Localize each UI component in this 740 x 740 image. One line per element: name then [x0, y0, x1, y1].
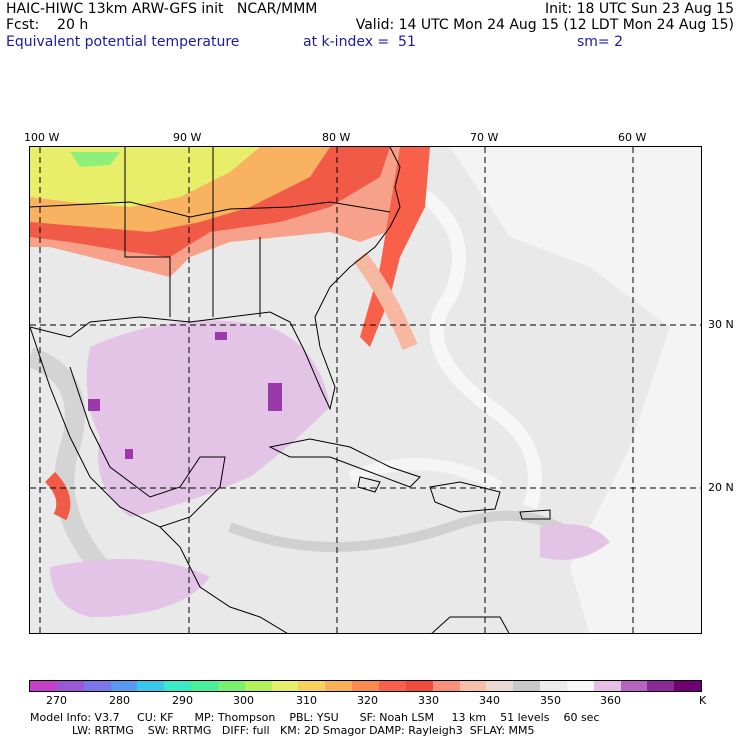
field-mexico-red	[44, 472, 71, 521]
hispaniola-outline	[429, 481, 501, 513]
colorbar-swatch-3	[110, 681, 138, 691]
lat-label-20n: 20 N	[708, 481, 734, 494]
level-index: at k-index = 51	[303, 34, 416, 50]
us-coastline	[30, 147, 401, 411]
theta-e-map	[29, 146, 702, 634]
colorbar-swatch-8	[244, 681, 272, 691]
field-gulf-lilac	[86, 320, 331, 517]
mexico-coastline	[30, 326, 226, 528]
field-swirl-2	[30, 347, 108, 574]
colorbar-swatch-2	[83, 681, 111, 691]
field-swirl-3	[228, 510, 594, 552]
colorbar-swatch-23	[647, 681, 675, 691]
lon-label-80w: 80 W	[322, 131, 351, 144]
colorbar-swatch-20	[566, 681, 594, 691]
forecast-hour: Fcst: 20 h	[6, 17, 89, 33]
field-purple-spot-3	[88, 399, 100, 411]
field-pacific-lilac	[50, 559, 210, 617]
field-atlantic-lilac	[540, 524, 610, 560]
valid-time: Valid: 14 UTC Mon 24 Aug 15 (12 LDT Mon …	[355, 17, 734, 33]
colorbar-swatch-16	[459, 681, 487, 691]
colorbar-label-320: 320	[357, 694, 378, 707]
coastlines	[30, 147, 551, 633]
colorbar-label-300: 300	[233, 694, 254, 707]
colorbar-swatch-24	[674, 681, 702, 691]
jamaica-outline	[357, 476, 381, 493]
field-purple-spot-4	[125, 449, 133, 459]
colorbar-unit: K	[699, 694, 707, 707]
field-white-region	[450, 147, 701, 633]
colorbar-label-330: 330	[418, 694, 439, 707]
colorbar-swatch-0	[30, 681, 57, 691]
puerto-rico-outline	[519, 509, 551, 520]
colorbar-label-280: 280	[109, 694, 130, 707]
colorbar-swatch-19	[540, 681, 567, 691]
model-info-line2: LW: RRTMG SW: RRTMG DIFF: full KM: 2D Sm…	[72, 724, 535, 737]
lon-label-70w: 70 W	[470, 131, 499, 144]
colorbar-swatch-4	[137, 681, 165, 691]
field-green-patch	[70, 152, 120, 167]
colorbar	[29, 680, 702, 692]
smoothing-value: sm= 2	[577, 34, 624, 50]
state-line-1	[30, 201, 391, 218]
field-swirl-1	[406, 180, 542, 510]
map-canvas	[30, 147, 701, 633]
colorbar-swatch-5	[164, 681, 192, 691]
colorbar-swatch-1	[56, 681, 84, 691]
colorbar-label-310: 310	[296, 694, 317, 707]
field-purple-spot-2	[268, 383, 282, 411]
model-title: HAIC-HIWC 13km ARW-GFS init NCAR/MMM	[6, 1, 318, 17]
colorbar-label-290: 290	[172, 694, 193, 707]
south-america-outline	[431, 616, 510, 633]
colorbar-swatch-6	[191, 681, 218, 691]
field-name: Equivalent potential temperature	[6, 34, 240, 50]
model-info-line1: Model Info: V3.7 CU: KF MP: Thompson PBL…	[30, 711, 600, 724]
colorbar-swatch-12	[352, 681, 379, 691]
state-line-2	[124, 147, 171, 317]
colorbar-swatch-14	[405, 681, 433, 691]
cuba-outline	[268, 438, 421, 488]
colorbar-swatch-7	[217, 681, 245, 691]
lon-label-100w: 100 W	[24, 131, 60, 144]
lon-label-60w: 60 W	[618, 131, 647, 144]
field-peach-plume	[353, 252, 418, 350]
colorbar-swatch-22	[620, 681, 648, 691]
lat-label-30n: 30 N	[708, 318, 734, 331]
field-purple-spot-1	[215, 332, 227, 340]
colorbar-swatch-13	[378, 681, 406, 691]
colorbar-label-270: 270	[46, 694, 67, 707]
colorbar-label-360: 360	[600, 694, 621, 707]
colorbar-swatch-21	[593, 681, 621, 691]
colorbar-swatch-18	[513, 681, 541, 691]
init-time: Init: 18 UTC Sun 23 Aug 15	[545, 1, 734, 17]
central-america	[159, 526, 288, 633]
colorbar-swatch-15	[432, 681, 460, 691]
colorbar-swatch-9	[271, 681, 299, 691]
colorbar-label-350: 350	[540, 694, 561, 707]
colorbar-swatch-10	[298, 681, 326, 691]
colorbar-swatch-11	[325, 681, 353, 691]
graticule	[30, 147, 701, 633]
colorbar-swatch-17	[486, 681, 514, 691]
lon-label-90w: 90 W	[173, 131, 202, 144]
colorbar-label-340: 340	[479, 694, 500, 707]
